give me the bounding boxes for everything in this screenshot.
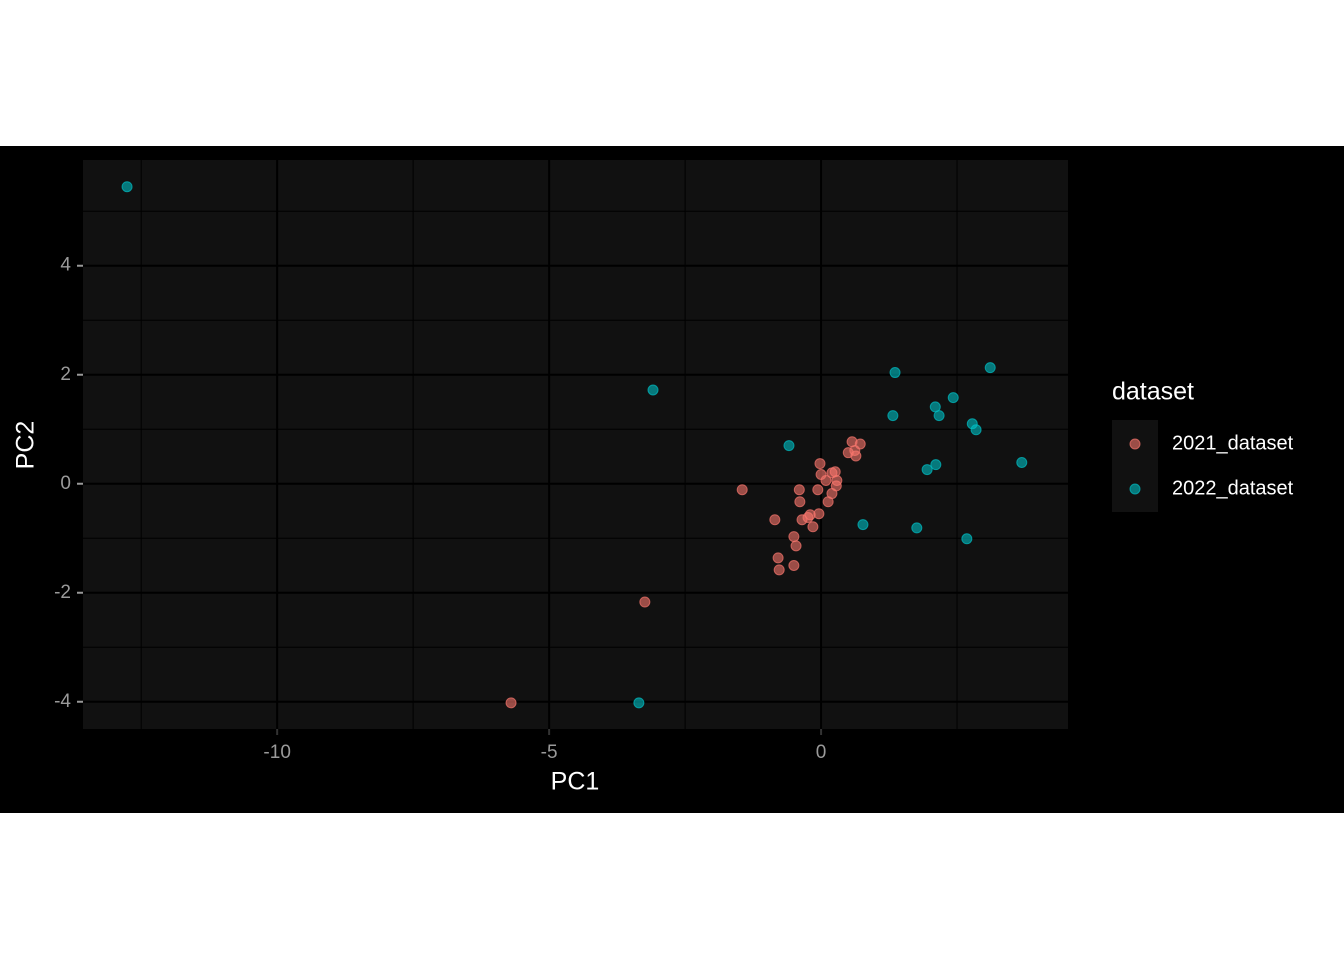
point [813,508,825,520]
point [505,697,517,709]
y-tick-label: 0 [60,473,71,494]
legend-title: dataset [1112,378,1194,406]
point [794,496,806,508]
point [820,474,832,486]
legend-key-background [1112,420,1158,512]
x-tick-label: 0 [816,742,827,763]
point [790,540,802,552]
y-tick-label: 4 [60,255,71,276]
y-tick-label: -4 [54,691,71,712]
point [857,519,869,531]
point [933,410,945,422]
legend-key [1129,483,1141,495]
point [887,410,899,422]
point [736,484,748,496]
point [930,459,942,471]
x-tick-label: -5 [541,742,558,763]
point [921,464,933,476]
point [793,484,805,496]
point [1016,456,1028,468]
point [783,440,795,452]
point [769,514,781,526]
y-axis-title: PC2 [12,421,40,470]
point [854,438,866,450]
point [639,596,651,608]
panel [83,160,1068,729]
point [788,559,800,571]
point [772,552,784,564]
point [889,367,901,379]
legend-label: 2021_dataset [1172,432,1294,454]
y-tick-label: -2 [54,582,71,603]
point [647,384,659,396]
point [121,181,133,193]
point [961,533,973,545]
point [788,531,800,543]
legend-key [1129,438,1141,450]
point [850,450,862,462]
x-axis-title: PC1 [551,768,600,796]
point [814,458,826,470]
point [970,424,982,436]
point [807,521,819,533]
legend-label: 2022_dataset [1172,477,1294,499]
y-tick-label: 2 [60,364,71,385]
point [633,697,645,709]
point [984,362,996,374]
point [911,522,923,534]
point [773,564,785,576]
point [947,392,959,404]
point [831,474,843,486]
x-tick-label: -10 [263,742,290,763]
point [812,484,824,496]
